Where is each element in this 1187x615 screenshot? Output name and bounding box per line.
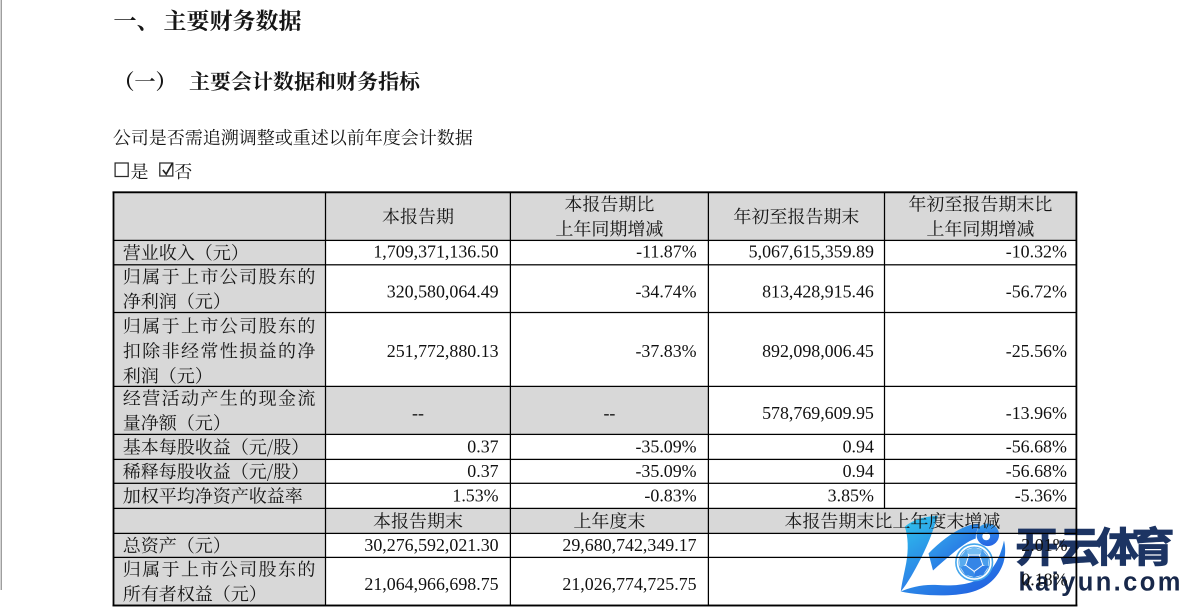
svg-text:-10.32%: -10.32% [1006, 241, 1067, 261]
svg-text:-34.74%: -34.74% [635, 281, 696, 301]
svg-text:kaiyun.com: kaiyun.com [1019, 569, 1183, 597]
svg-text:--: -- [412, 403, 424, 423]
svg-text:3.85%: 3.85% [828, 485, 874, 505]
svg-text:0.94: 0.94 [843, 436, 874, 456]
svg-text:0.94: 0.94 [843, 461, 874, 481]
svg-text:--: -- [603, 403, 615, 423]
svg-text:21,064,966,698.75: 21,064,966,698.75 [364, 574, 498, 594]
svg-text:-56.72%: -56.72% [1006, 281, 1067, 301]
svg-text:1.53%: 1.53% [452, 485, 498, 505]
svg-text:-37.83%: -37.83% [635, 341, 696, 361]
svg-text:-5.36%: -5.36% [1015, 485, 1067, 505]
svg-text:30,276,592,021.30: 30,276,592,021.30 [364, 535, 498, 555]
svg-text:-11.87%: -11.87% [636, 241, 697, 261]
svg-text:320,580,064.49: 320,580,064.49 [387, 281, 499, 301]
svg-text:2.01%: 2.01% [1021, 535, 1067, 555]
svg-text:0.37: 0.37 [467, 436, 498, 456]
svg-text:-13.96%: -13.96% [1006, 403, 1067, 423]
svg-text:21,026,774,725.75: 21,026,774,725.75 [562, 574, 696, 594]
svg-text:29,680,742,349.17: 29,680,742,349.17 [562, 535, 696, 555]
svg-text:251,772,880.13: 251,772,880.13 [387, 341, 499, 361]
svg-text:892,098,006.45: 892,098,006.45 [762, 341, 874, 361]
svg-text:-56.68%: -56.68% [1006, 461, 1067, 481]
svg-text:5,067,615,359.89: 5,067,615,359.89 [749, 241, 874, 261]
svg-text:1,709,371,136.50: 1,709,371,136.50 [373, 241, 498, 261]
svg-text:0.37: 0.37 [467, 461, 498, 481]
svg-text:-25.56%: -25.56% [1006, 341, 1067, 361]
svg-text:-0.83%: -0.83% [644, 485, 696, 505]
svg-text:-35.09%: -35.09% [635, 436, 696, 456]
svg-text:578,769,609.95: 578,769,609.95 [762, 403, 874, 423]
svg-text:-56.68%: -56.68% [1006, 436, 1067, 456]
svg-text:0.18%: 0.18% [1021, 570, 1067, 590]
svg-text:813,428,915.46: 813,428,915.46 [762, 281, 874, 301]
svg-text:-35.09%: -35.09% [635, 461, 696, 481]
